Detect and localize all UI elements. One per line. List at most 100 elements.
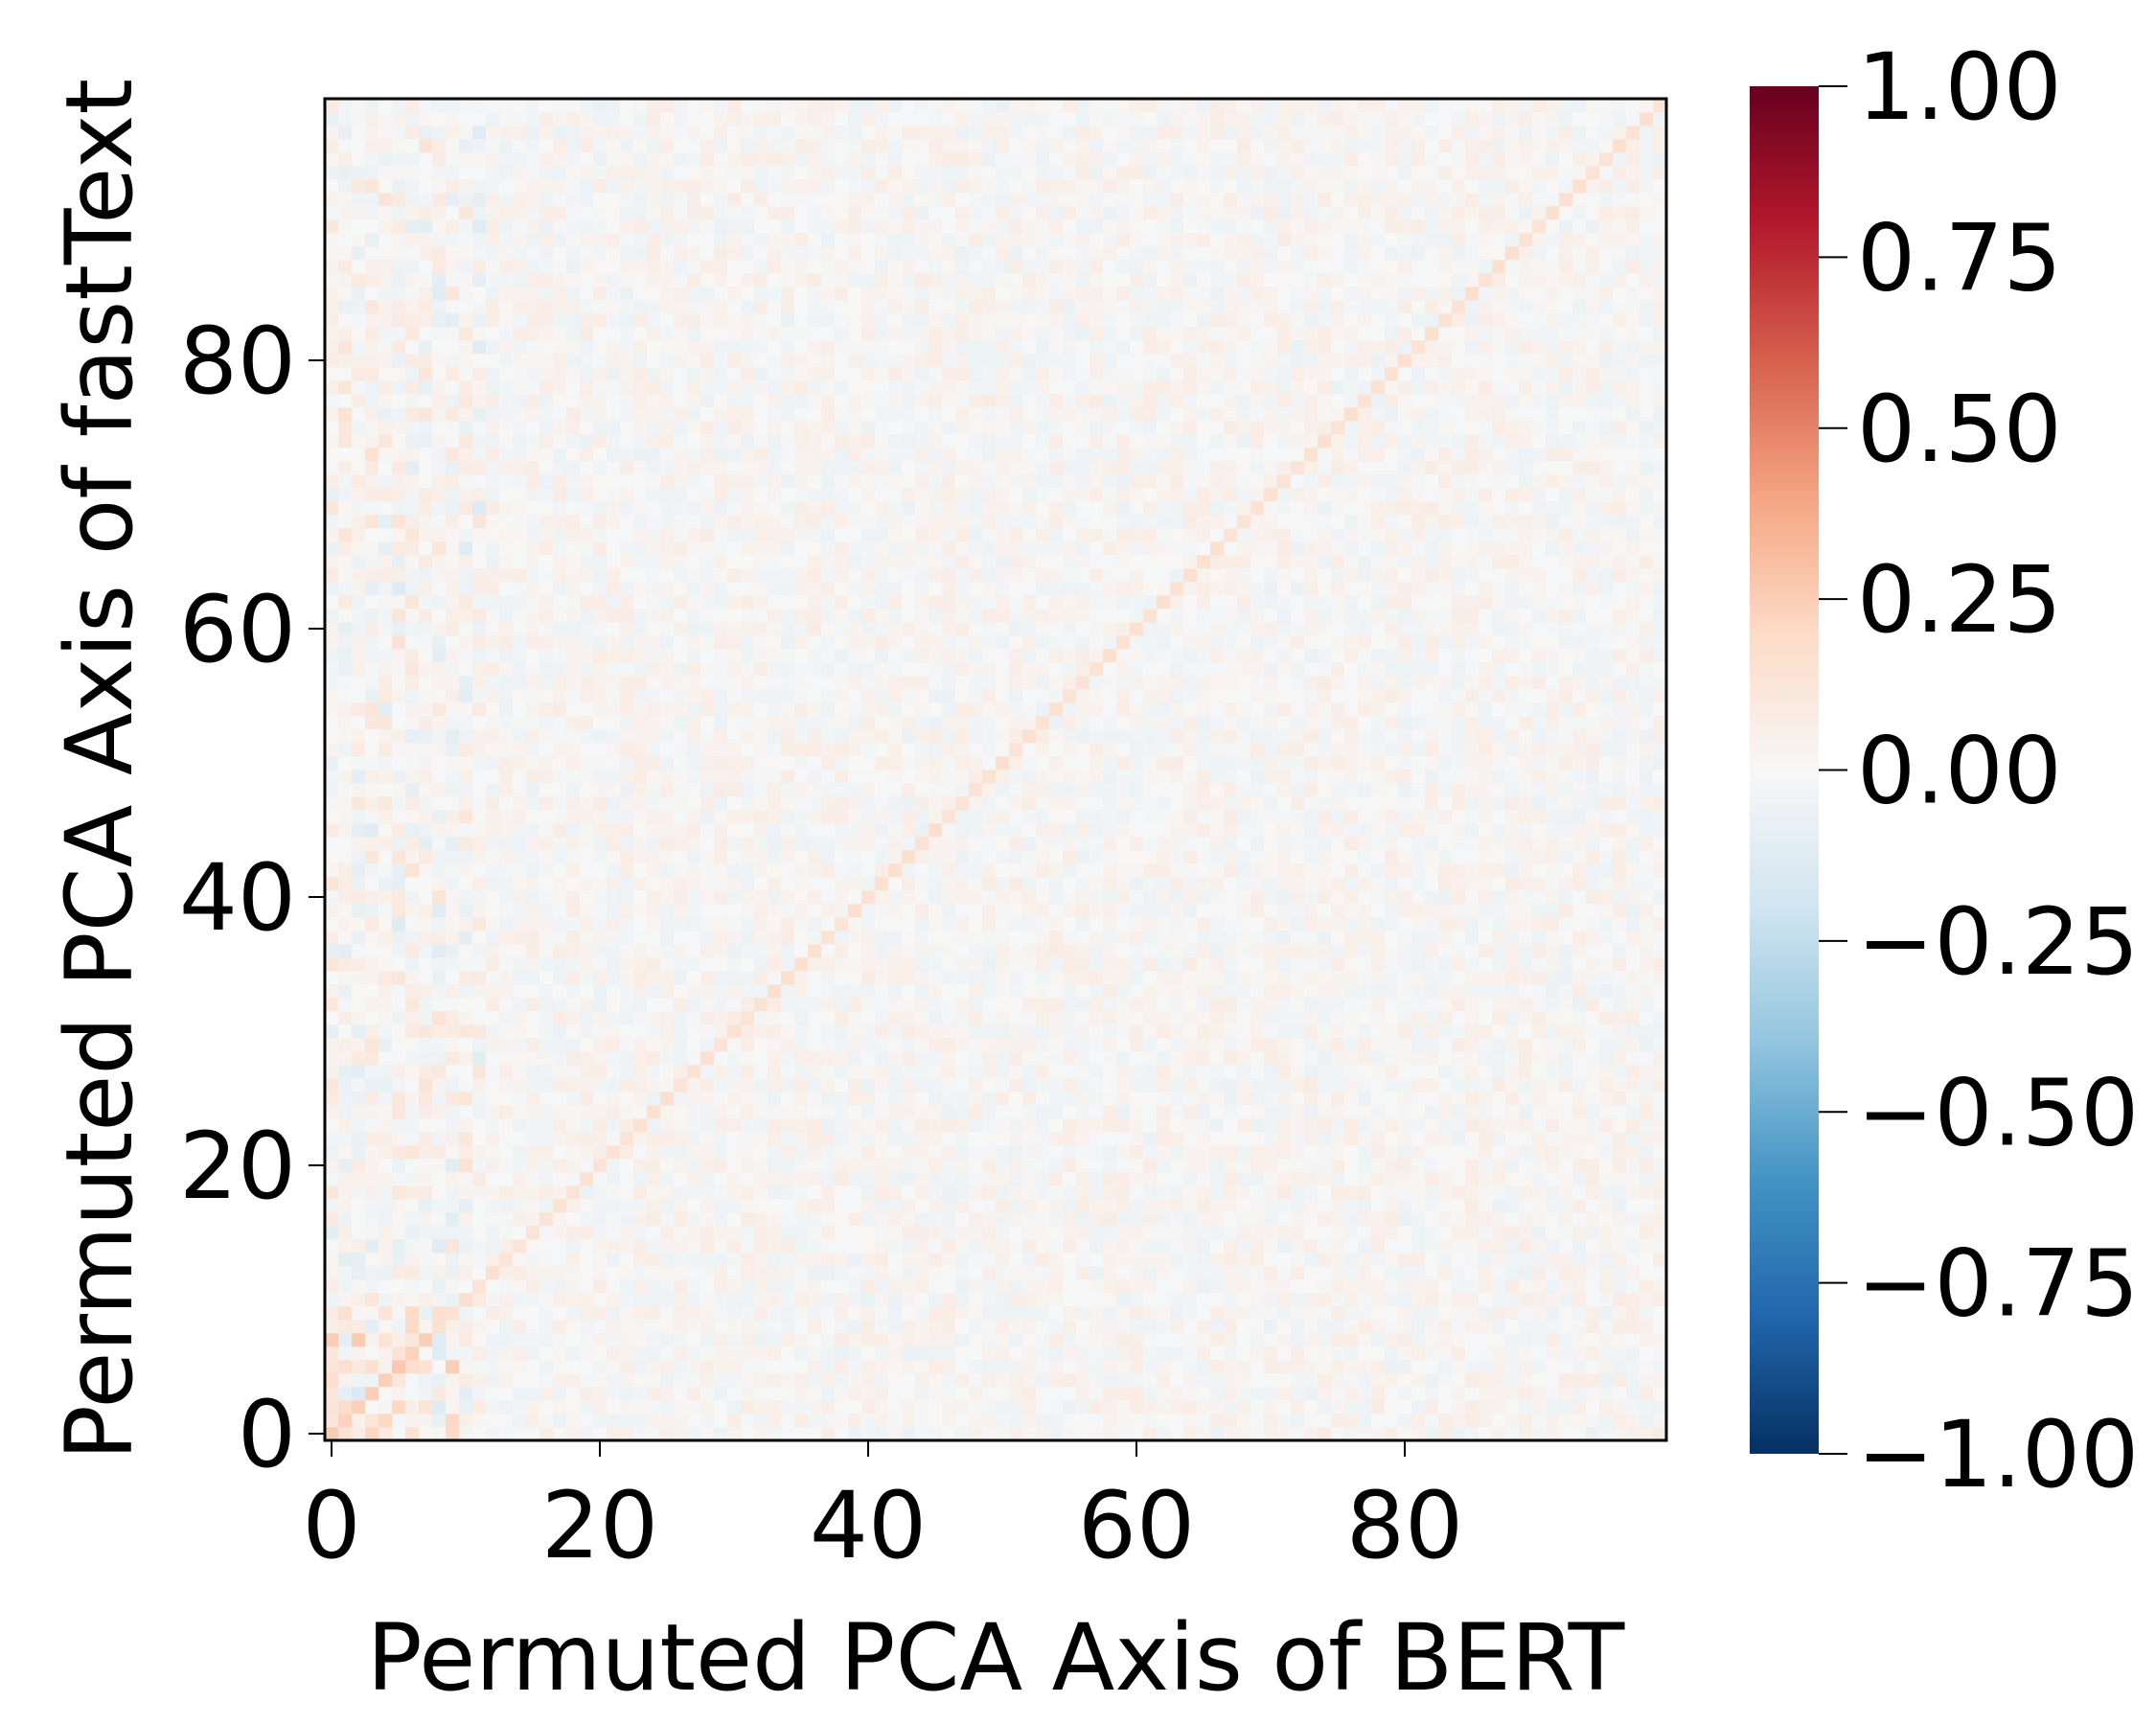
heatmap-cell — [1022, 1092, 1037, 1106]
heatmap-cell — [1599, 796, 1614, 811]
heatmap-cell — [633, 1239, 648, 1254]
heatmap-cell — [808, 890, 822, 905]
heatmap-cell — [1157, 877, 1171, 891]
heatmap-cell — [526, 1065, 540, 1079]
heatmap-cell — [419, 770, 433, 784]
heatmap-cell — [1452, 1145, 1466, 1160]
heatmap-cell — [1143, 1145, 1158, 1160]
heatmap-cell — [1653, 890, 1667, 905]
heatmap-cell — [1130, 1266, 1144, 1280]
heatmap-cell — [486, 1387, 500, 1401]
heatmap-cell — [472, 1212, 487, 1227]
heatmap-cell — [1277, 944, 1292, 958]
heatmap-cell — [714, 944, 728, 958]
heatmap-cell — [1076, 1092, 1090, 1106]
heatmap-cell — [1224, 1293, 1238, 1307]
heatmap-cell — [472, 1266, 487, 1280]
heatmap-cell — [419, 1145, 433, 1160]
heatmap-cell — [1344, 770, 1359, 784]
heatmap-cell — [955, 1172, 970, 1186]
heatmap-cell — [1157, 850, 1171, 864]
heatmap-cell — [1237, 917, 1251, 932]
heatmap-cell — [1452, 957, 1466, 972]
heatmap-cell — [499, 877, 514, 891]
heatmap-cell — [432, 837, 447, 851]
heatmap-cell — [700, 1320, 715, 1334]
heatmap-cell — [1250, 1253, 1265, 1267]
heatmap-cell — [352, 957, 366, 972]
heatmap-cell — [620, 904, 634, 918]
heatmap-cell — [1546, 1253, 1560, 1267]
heatmap-cell — [432, 1373, 447, 1388]
heatmap-cell — [888, 1105, 903, 1119]
heatmap-cell — [848, 1253, 862, 1267]
heatmap-cell — [486, 850, 500, 864]
heatmap-cell — [1049, 1414, 1064, 1428]
heatmap-cell — [365, 1333, 379, 1347]
heatmap-cell — [1318, 1132, 1332, 1146]
heatmap-cell — [446, 877, 460, 891]
heatmap-cell — [352, 1065, 366, 1079]
heatmap-cell — [1613, 1320, 1627, 1334]
heatmap-cell — [405, 1065, 420, 1079]
heatmap-cell — [419, 1092, 433, 1106]
heatmap-cell — [969, 1078, 983, 1092]
heatmap-cell — [794, 1293, 809, 1307]
heatmap-cell — [942, 904, 956, 918]
heatmap-cell — [647, 971, 661, 985]
heatmap-cell — [1546, 1333, 1560, 1347]
heatmap-cell — [794, 1427, 809, 1441]
heatmap-cell — [325, 1185, 339, 1200]
heatmap-cell — [875, 1051, 889, 1066]
heatmap-cell — [875, 1373, 889, 1388]
heatmap-cell — [660, 877, 675, 891]
heatmap-cell — [1358, 863, 1372, 878]
heatmap-cell — [1599, 957, 1614, 972]
heatmap-cell — [378, 1306, 393, 1321]
heatmap-cell — [472, 823, 487, 838]
heatmap-cell — [955, 1051, 970, 1066]
heatmap-cell — [727, 1226, 742, 1240]
heatmap-cell — [1653, 796, 1667, 811]
heatmap-cell — [1049, 1145, 1064, 1160]
heatmap-cell — [1076, 850, 1090, 864]
heatmap-cell — [405, 1092, 420, 1106]
heatmap-cell — [794, 1145, 809, 1160]
heatmap-cell — [1411, 1306, 1426, 1321]
heatmap-cell — [1358, 1333, 1372, 1347]
heatmap-cell — [392, 1065, 406, 1079]
heatmap-cell — [593, 1185, 608, 1200]
heatmap-cell — [459, 783, 473, 797]
heatmap-cell — [942, 1145, 956, 1160]
heatmap-cell — [1237, 904, 1251, 918]
heatmap-cell — [553, 1414, 567, 1428]
heatmap-cell — [472, 1185, 487, 1200]
heatmap-cell — [1358, 1387, 1372, 1401]
heatmap-cell — [794, 1065, 809, 1079]
heatmap-cell — [1559, 863, 1573, 878]
heatmap-cell — [1626, 1387, 1640, 1401]
heatmap-cell — [553, 1400, 567, 1414]
heatmap-cell — [1264, 783, 1278, 797]
heatmap-cell — [1559, 1253, 1573, 1267]
heatmap-cell — [1210, 1306, 1225, 1321]
heatmap-cell — [1237, 1065, 1251, 1079]
heatmap-cell — [1385, 998, 1399, 1012]
heatmap-cell — [1291, 837, 1305, 851]
heatmap-cell — [1411, 944, 1426, 958]
heatmap-cell — [607, 1132, 621, 1146]
heatmap-cell — [419, 850, 433, 864]
heatmap-cell — [378, 1414, 393, 1428]
heatmap-cell — [942, 1132, 956, 1146]
heatmap-cell — [432, 1266, 447, 1280]
heatmap-cell — [446, 1145, 460, 1160]
heatmap-cell — [1532, 1226, 1547, 1240]
heatmap-cell — [848, 1105, 862, 1119]
heatmap-cell — [1425, 877, 1439, 891]
heatmap-cell — [794, 1387, 809, 1401]
heatmap-cell — [714, 1172, 728, 1186]
heatmap-cell — [1304, 877, 1319, 891]
heatmap-cell — [526, 957, 540, 972]
heatmap-cell — [1224, 1118, 1238, 1133]
